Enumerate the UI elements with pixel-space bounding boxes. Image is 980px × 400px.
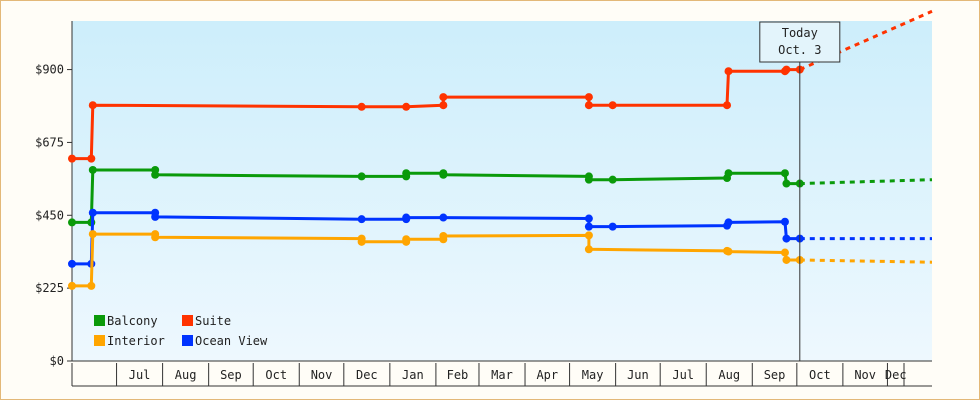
suite-data-point	[608, 101, 617, 110]
x-tick-label: Oct	[809, 368, 831, 382]
x-tick-label: Nov	[854, 368, 876, 382]
legend-label-suite: Suite	[195, 314, 231, 328]
ocean-view-data-point	[402, 213, 411, 222]
interior-data-point	[782, 255, 791, 264]
y-tick-label: $0	[50, 354, 64, 368]
legend-swatch-balcony	[94, 315, 105, 326]
balcony-data-point	[439, 170, 448, 179]
y-tick-label: $900	[35, 63, 64, 77]
balcony-data-point	[724, 169, 733, 178]
suite-data-point	[402, 102, 411, 111]
interior-data-point	[584, 231, 593, 240]
x-tick-label: Oct	[265, 368, 287, 382]
x-tick-label: Jul	[672, 368, 694, 382]
interior-data-point	[724, 247, 733, 256]
balcony-data-point	[68, 218, 76, 227]
ocean-view-data-point	[584, 214, 593, 223]
legend-swatch-interior	[94, 335, 105, 346]
ocean-view-data-point	[357, 215, 366, 224]
ocean-view-data-point	[439, 213, 448, 222]
ocean-view-data-point	[151, 212, 160, 221]
legend-label-balcony: Balcony	[107, 314, 158, 328]
interior-data-point	[68, 281, 76, 290]
suite-data-point	[584, 101, 593, 110]
suite-data-point	[88, 101, 97, 110]
suite-data-point	[782, 65, 791, 74]
suite-data-point	[68, 154, 76, 163]
suite-data-point	[439, 101, 448, 110]
x-tick-label: Sep	[764, 368, 786, 382]
balcony-data-point	[780, 169, 789, 178]
ocean-view-data-point	[782, 234, 791, 243]
balcony-data-point	[584, 175, 593, 184]
ocean-view-data-point	[780, 217, 789, 226]
x-tick-label: Nov	[311, 368, 333, 382]
balcony-data-point	[608, 175, 617, 184]
interior-data-point	[357, 237, 366, 246]
x-tick-label: Dec	[356, 368, 378, 382]
interior-data-point	[88, 230, 97, 239]
balcony-data-point	[402, 169, 411, 178]
y-tick-label: $675	[35, 135, 64, 149]
interior-data-point	[584, 245, 593, 254]
x-tick-label: Jan	[402, 368, 424, 382]
ocean-view-data-point	[584, 222, 593, 231]
interior-series-line	[72, 232, 800, 288]
ocean-view-data-point	[608, 222, 617, 231]
interior-data-point	[87, 281, 96, 290]
x-tick-label: Aug	[175, 368, 197, 382]
axes: $0 $225 $450 $675 $900 Jul Aug Sep Oct Nov Dec Jan F…	[35, 21, 932, 387]
y-tick-label: $225	[35, 281, 64, 295]
x-tick-label: Feb	[447, 368, 469, 382]
x-tick-label: Dec	[885, 368, 907, 382]
ocean-view-data-point	[68, 259, 76, 268]
balcony-data-point	[151, 170, 160, 179]
suite-data-point	[439, 93, 448, 102]
today-marker: Today Oct. 3	[759, 21, 841, 361]
balcony-data-point	[782, 179, 791, 188]
suite-data-point	[87, 154, 96, 163]
legend-label-ocean-view: Ocean View	[195, 334, 268, 348]
legend-label-interior: Interior	[107, 334, 165, 348]
series-lines	[68, 9, 933, 290]
x-tick-label: Jul	[129, 368, 151, 382]
x-tick-label: Mar	[491, 368, 513, 382]
legend: Balcony Suite Interior Ocean View	[94, 314, 268, 348]
interior-data-point	[402, 235, 411, 244]
x-tick-label: Aug	[718, 368, 740, 382]
suite-data-point	[584, 93, 593, 102]
legend-swatch-suite	[182, 315, 193, 326]
interior-forecast-line	[799, 258, 933, 264]
interior-data-point	[439, 232, 448, 241]
suite-data-point	[357, 102, 366, 111]
x-tick-label: Sep	[220, 368, 242, 382]
interior-data-point	[780, 248, 789, 257]
ocean-view-data-point	[724, 218, 733, 227]
ocean-view-data-point	[88, 208, 97, 217]
balcony-data-point	[88, 165, 97, 174]
today-label: Today	[782, 26, 818, 40]
plot-background	[72, 21, 932, 361]
x-tick-label: May	[582, 368, 604, 382]
suite-data-point	[724, 67, 733, 76]
suite-data-point	[723, 101, 732, 110]
today-date: Oct. 3	[778, 43, 821, 57]
x-tick-label: Jun	[627, 368, 649, 382]
x-tick-label: Apr	[536, 368, 558, 382]
balcony-data-point	[357, 172, 366, 181]
interior-data-point	[151, 233, 160, 242]
today-box	[759, 21, 841, 63]
legend-swatch-ocean-view	[182, 335, 193, 346]
balcony-forecast-line	[799, 178, 933, 186]
y-tick-label: $450	[35, 208, 64, 222]
